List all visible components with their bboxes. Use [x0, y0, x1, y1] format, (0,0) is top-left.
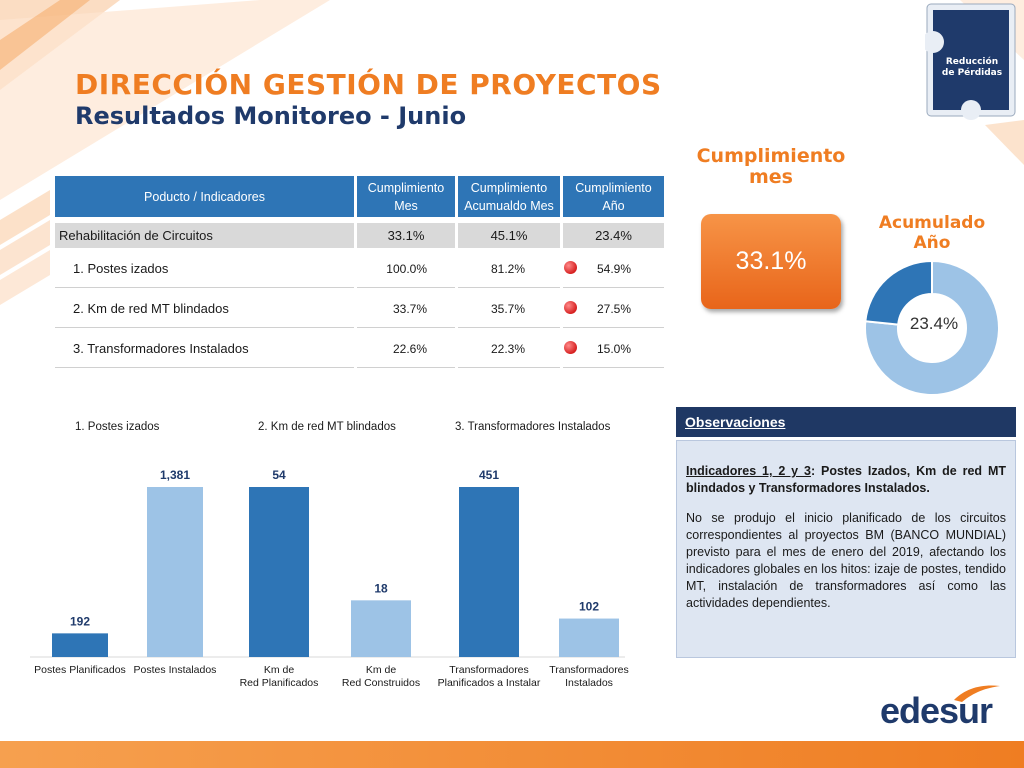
header-month: Cumplimiento Mes: [357, 176, 455, 217]
category-label: Postes Planificados: [34, 664, 126, 676]
category-label-line: Km de: [366, 664, 397, 676]
bar-value-label: 54: [272, 468, 286, 482]
category-label: Km de Red Planificados: [240, 664, 319, 689]
header-accumulated: Cumplimiento Acumualdo Mes: [458, 176, 560, 217]
page-subtitle: Resultados Monitoreo - Junio: [75, 102, 467, 130]
page-title: DIRECCIÓN GESTIÓN DE PROYECTOS: [75, 68, 662, 101]
chart-title: 3. Transformadores Instalados: [455, 421, 611, 433]
header-month-l1: Cumplimiento: [367, 180, 445, 195]
kpi-year-title: Acumulado Año: [862, 213, 1002, 253]
kpi-month-title-l1: Cumplimiento: [696, 145, 846, 167]
header-acc-l2: Acumualdo Mes: [464, 198, 554, 213]
kpi-month-value: 33.1%: [701, 214, 841, 309]
row-name: 1. Postes izados: [55, 250, 354, 288]
status-red-icon: [564, 301, 577, 314]
row-acc: 35.7%: [458, 290, 560, 328]
bar: [147, 487, 203, 657]
status-red-icon: [564, 341, 577, 354]
header-year-l2: Año: [602, 198, 625, 213]
category-label: Km de Red Construidos: [342, 664, 420, 689]
row-name: Rehabilitación de Circuitos: [55, 223, 354, 248]
bar-value-label: 451: [479, 468, 499, 482]
badge-line-2: de Pérdidas: [941, 68, 1003, 78]
category-label: Postes Instalados: [134, 664, 217, 676]
donut-remaining-slice: [864, 259, 1000, 396]
footer-bar: [0, 741, 1024, 768]
bar: [459, 487, 519, 657]
year-donut-chart: [864, 259, 1000, 396]
category-label-line: Km de: [264, 664, 295, 676]
category-label-line: Postes Planificados: [34, 664, 126, 676]
reduccion-perdidas-badge: Reducción de Pérdidas: [922, 2, 1019, 120]
kpi-year-title-l2: Año: [913, 233, 951, 253]
row-year: 23.4%: [563, 223, 664, 248]
row-acc: 22.3%: [458, 330, 560, 368]
chart-title: 1. Postes izados: [75, 421, 160, 433]
category-label: Transformadores Planificados a Instalar: [438, 664, 541, 689]
category-label-line: Instalados: [565, 677, 613, 689]
category-label-line: Red Construidos: [342, 677, 420, 689]
kpi-year-title-l1: Acumulado: [878, 213, 986, 233]
header-product: Poducto / Indicadores: [55, 176, 354, 217]
category-label-line: Transformadores: [549, 664, 629, 676]
observations-indicators-text: : Postes Izados, Km de red MT blindados …: [686, 464, 1006, 495]
row-month: 33.1%: [357, 223, 455, 248]
category-label: Transformadores Instalados: [549, 664, 629, 689]
category-label-line: Postes Instalados: [134, 664, 217, 676]
badge-line-1: Reducción: [945, 57, 999, 67]
bar: [351, 600, 411, 657]
kpi-month-title-l2: mes: [749, 166, 793, 188]
observations-paragraph-1: Indicadores 1, 2 y 3: Postes Izados, Km …: [686, 463, 1006, 497]
swoosh-icon: [954, 685, 1000, 702]
bar-value-label: 192: [70, 614, 90, 628]
category-label-line: Red Planificados: [240, 677, 319, 689]
row-year: 54.9%: [563, 250, 664, 288]
bar: [52, 633, 108, 657]
bar-value-label: 1,381: [160, 468, 190, 482]
bar: [559, 618, 619, 657]
row-name: 3. Transformadores Instalados: [55, 330, 354, 368]
category-label-line: Transformadores: [449, 664, 529, 676]
row-month: 100.0%: [357, 250, 455, 288]
observations-title: Observaciones: [676, 407, 1016, 437]
donut-value-label: 23.4%: [909, 314, 959, 333]
observations-body: Indicadores 1, 2 y 3: Postes Izados, Km …: [676, 440, 1016, 658]
row-year: 15.0%: [563, 330, 664, 368]
bar: [249, 487, 309, 657]
donut-completed-slice: [864, 259, 933, 326]
bar-charts: 1. Postes izados 192 Postes Planificados 1,…: [30, 421, 629, 689]
row-acc: 45.1%: [458, 223, 560, 248]
category-label-line: Planificados a Instalar: [438, 677, 541, 689]
header-year-l1: Cumplimiento: [575, 180, 652, 195]
row-year: 27.5%: [563, 290, 664, 328]
header-acc-l1: Cumplimiento: [470, 180, 548, 195]
bar-value-label: 18: [374, 581, 388, 595]
chart-title: 2. Km de red MT blindados: [258, 421, 396, 433]
header-month-l2: Mes: [394, 198, 418, 213]
row-month: 33.7%: [357, 290, 455, 328]
row-month: 22.6%: [357, 330, 455, 368]
kpi-month-title: Cumplimiento mes: [688, 146, 854, 188]
status-red-icon: [564, 261, 577, 274]
header-year: Cumplimiento Año: [563, 176, 664, 217]
bar-value-label: 102: [579, 600, 599, 614]
row-name: 2. Km de red MT blindados: [55, 290, 354, 328]
observations-indicators-label: Indicadores 1, 2 y 3: [686, 464, 811, 478]
row-acc: 81.2%: [458, 250, 560, 288]
edesur-logo: edesur: [880, 690, 993, 731]
puzzle-icon: [922, 3, 1016, 120]
observations-paragraph-2: No se produjo el inicio planificado de l…: [686, 511, 1006, 610]
